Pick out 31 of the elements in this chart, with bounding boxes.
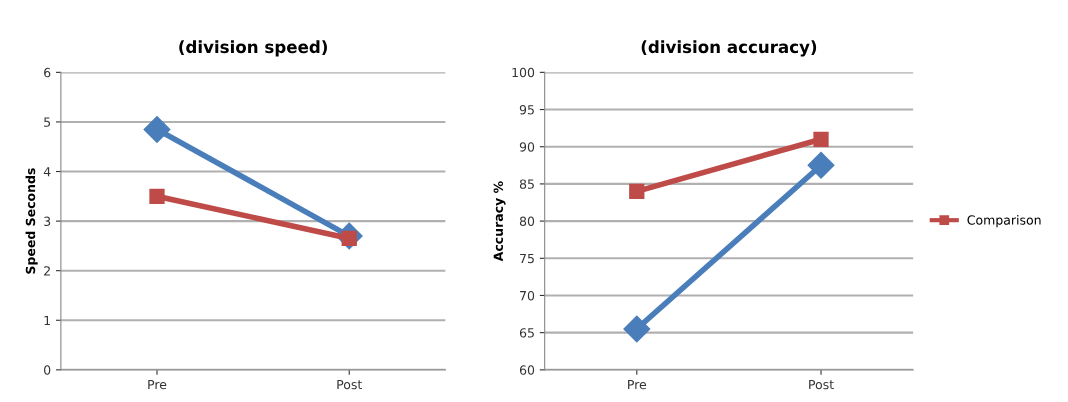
- y-tick-label: 4: [43, 167, 51, 177]
- y-axis-title: Accuracy %: [493, 181, 506, 262]
- y-tick-label: 5: [44, 117, 51, 127]
- y-tick-label: 90: [519, 142, 535, 152]
- y-tick-label: 70: [520, 290, 535, 301]
- y-tick-label: 60: [519, 365, 535, 375]
- point: [807, 151, 835, 179]
- x-tick-label: Post: [337, 379, 363, 390]
- y-tick-label: 0: [44, 365, 51, 375]
- y-tick-label: 65: [519, 328, 534, 338]
- x-tick-label: Pre: [628, 379, 647, 390]
- chart-title: (division speed): [179, 40, 327, 57]
- legend-label: Comparison: [967, 215, 1041, 228]
- y-tick-label: 80: [519, 216, 535, 227]
- y-tick-label: 1: [44, 315, 50, 326]
- point: [629, 183, 645, 199]
- y-tick-label: 85: [519, 179, 534, 189]
- point: [813, 131, 829, 147]
- point: [623, 315, 651, 343]
- y-tick-label: 2: [44, 266, 50, 276]
- x-tick-label: Post: [809, 379, 834, 390]
- y-axis-title: Speed Seconds: [25, 168, 38, 274]
- y-tick-label: 6: [44, 67, 51, 78]
- y-tick-label: 75: [520, 253, 534, 264]
- chart-title: (division accuracy): [641, 40, 817, 57]
- y-tick-label: 100: [512, 67, 535, 78]
- y-tick-label: 95: [519, 105, 534, 115]
- y-tick-label: 3: [44, 216, 51, 227]
- x-tick-label: Pre: [148, 379, 167, 390]
- point: [143, 115, 171, 143]
- point: [149, 188, 165, 204]
